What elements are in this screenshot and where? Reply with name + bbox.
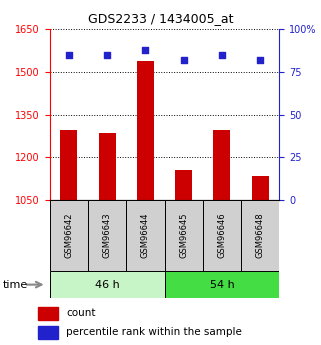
Bar <box>203 200 241 271</box>
Text: GSM96643: GSM96643 <box>103 213 112 258</box>
Bar <box>50 200 88 271</box>
Text: GSM96648: GSM96648 <box>256 213 265 258</box>
Bar <box>50 271 164 298</box>
Bar <box>38 326 57 338</box>
Bar <box>99 133 116 200</box>
Point <box>143 47 148 52</box>
Bar <box>126 200 164 271</box>
Text: time: time <box>3 280 29 289</box>
Text: count: count <box>66 308 96 318</box>
Text: GSM96644: GSM96644 <box>141 213 150 258</box>
Bar <box>175 170 192 200</box>
Text: GDS2233 / 1434005_at: GDS2233 / 1434005_at <box>88 12 233 25</box>
Text: GSM96645: GSM96645 <box>179 213 188 258</box>
Text: 54 h: 54 h <box>210 280 234 289</box>
Point <box>181 57 186 63</box>
Bar <box>137 61 154 200</box>
Bar <box>164 200 203 271</box>
Bar <box>88 200 126 271</box>
Text: GSM96642: GSM96642 <box>65 213 74 258</box>
Text: GSM96646: GSM96646 <box>217 213 226 258</box>
Bar <box>164 271 279 298</box>
Point <box>257 57 263 63</box>
Bar <box>213 130 230 200</box>
Bar <box>252 176 269 200</box>
Point <box>66 52 72 58</box>
Bar <box>60 130 77 200</box>
Text: 46 h: 46 h <box>95 280 119 289</box>
Bar <box>38 307 57 319</box>
Point <box>105 52 110 58</box>
Text: percentile rank within the sample: percentile rank within the sample <box>66 327 242 337</box>
Bar <box>241 200 279 271</box>
Point <box>219 52 224 58</box>
